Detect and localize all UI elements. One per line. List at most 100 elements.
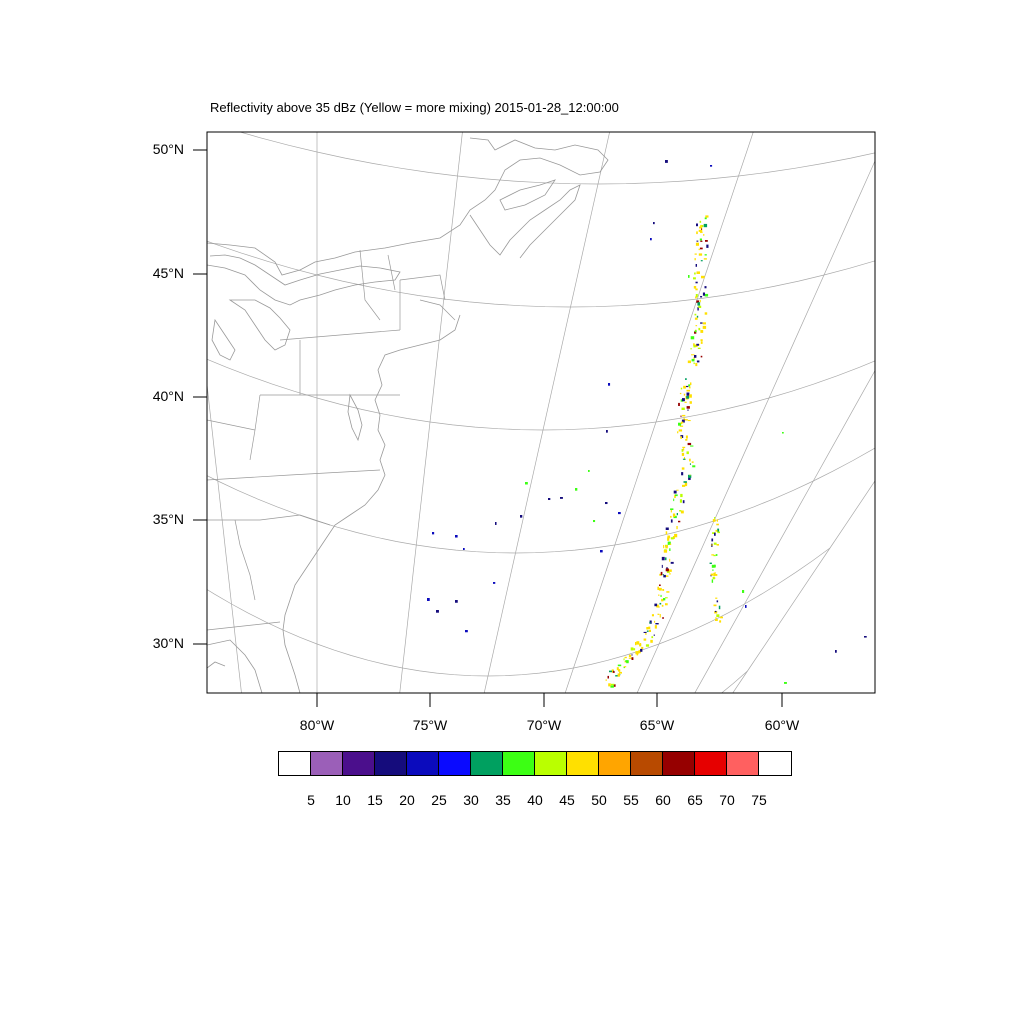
echo-pixel xyxy=(682,458,686,460)
echo-pixel xyxy=(685,378,687,380)
echo-pixel xyxy=(687,360,691,364)
latitude-line xyxy=(207,547,831,677)
echo-pixel xyxy=(684,419,688,421)
echo-pixel xyxy=(670,519,673,523)
longitude-line xyxy=(636,160,875,693)
colorbar-label: 45 xyxy=(559,792,575,808)
echo-pixel xyxy=(662,617,664,619)
colorbar-box xyxy=(631,752,663,775)
echo-pixel xyxy=(705,215,709,218)
colorbar-box xyxy=(503,752,535,775)
echo-pixel xyxy=(714,532,716,536)
echo-pixel xyxy=(663,574,666,578)
echo-pixel xyxy=(700,322,703,324)
echo-pixel xyxy=(688,384,691,387)
echo-pixel xyxy=(691,358,695,362)
echo-pixel xyxy=(612,671,615,673)
echo-pixel xyxy=(696,315,699,318)
echo-pixel xyxy=(704,293,709,297)
echo-pixel xyxy=(681,452,685,456)
echo-pixel xyxy=(678,422,682,426)
echo-pixel xyxy=(704,254,707,256)
echo-pixel xyxy=(616,667,619,671)
echo-pixel xyxy=(436,610,439,613)
echo-pixel xyxy=(628,657,632,659)
echo-pixel xyxy=(663,545,665,549)
echo-pixel xyxy=(697,302,701,306)
colorbar-box xyxy=(439,752,471,775)
colorbar xyxy=(278,751,792,776)
echo-pixel xyxy=(695,294,698,298)
colorbar-box xyxy=(727,752,759,775)
echo-pixel xyxy=(619,671,622,674)
echo-pixel xyxy=(657,586,659,590)
echo-pixel xyxy=(665,597,668,599)
echo-pixel xyxy=(667,535,671,539)
echo-pixel xyxy=(694,253,697,255)
echo-pixel xyxy=(666,567,668,570)
echo-pixel xyxy=(713,604,717,607)
echo-pixel xyxy=(670,515,672,518)
echo-pixel xyxy=(719,620,722,623)
echo-pixel xyxy=(649,622,651,624)
echo-pixel xyxy=(684,401,687,403)
echo-pixel xyxy=(631,654,633,656)
colorbar-label: 60 xyxy=(655,792,671,808)
echo-pixel xyxy=(694,331,697,334)
echo-pixel xyxy=(689,474,691,476)
echo-pixel xyxy=(712,569,714,571)
echo-pixel xyxy=(696,231,698,235)
echo-pixel xyxy=(607,675,609,679)
echo-pixel xyxy=(703,223,708,228)
echo-pixel xyxy=(635,642,637,646)
echo-pixel xyxy=(691,461,694,463)
echo-pixel xyxy=(679,425,684,427)
echo-pixel xyxy=(677,431,679,434)
echo-pixel xyxy=(680,510,684,514)
echo-pixel xyxy=(711,554,715,556)
echo-pixel xyxy=(678,520,681,523)
echo-pixel xyxy=(686,385,689,388)
echo-pixel xyxy=(633,648,636,651)
echo-pixel xyxy=(623,658,625,661)
echo-pixel xyxy=(665,531,668,535)
echo-pixel xyxy=(661,604,664,607)
echo-pixel xyxy=(692,465,696,468)
echo-pixel xyxy=(697,307,699,311)
echo-pixel xyxy=(686,392,690,396)
echo-pixel xyxy=(684,482,688,487)
colorbar-label: 25 xyxy=(431,792,447,808)
echo-pixel xyxy=(665,545,668,549)
echo-pixel xyxy=(670,537,674,540)
echo-pixel xyxy=(673,490,677,494)
echo-pixel xyxy=(716,519,718,522)
echo-pixel xyxy=(700,240,703,242)
echo-pixel xyxy=(690,336,695,340)
colorbar-box xyxy=(375,752,407,775)
echo-pixel xyxy=(698,248,700,251)
colorbar-label: 10 xyxy=(335,792,351,808)
longitude-line xyxy=(564,132,754,693)
longitude-line xyxy=(732,480,875,693)
echo-pixel xyxy=(693,343,695,346)
echo-pixel xyxy=(698,253,703,256)
colorbar-label: 5 xyxy=(307,792,315,808)
echo-pixel xyxy=(716,544,719,546)
echo-pixel xyxy=(700,231,703,233)
echo-pixel xyxy=(657,606,660,608)
echo-pixel xyxy=(700,224,702,228)
echo-pixel xyxy=(670,509,672,513)
echo-pixel xyxy=(646,630,649,632)
echo-pixel xyxy=(703,258,707,260)
echo-pixel xyxy=(693,362,695,365)
echo-pixel xyxy=(575,488,578,491)
longitude-line xyxy=(207,381,242,693)
echo-pixel xyxy=(680,387,683,390)
echo-pixel xyxy=(694,258,696,261)
echo-pixel xyxy=(617,673,620,677)
latitude-line xyxy=(238,132,875,185)
echo-pixel xyxy=(672,536,675,539)
echo-pixel xyxy=(639,643,642,647)
echo-pixel xyxy=(714,564,716,568)
echo-pixel xyxy=(681,472,684,476)
